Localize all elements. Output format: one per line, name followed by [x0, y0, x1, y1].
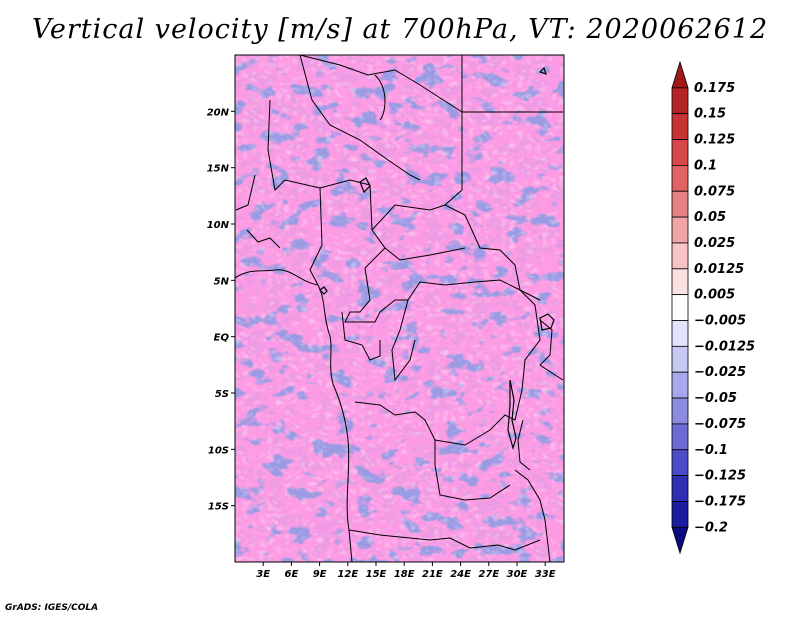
- colorbar-segment: [671, 164, 689, 192]
- x-tick-label: 6E: [285, 569, 299, 580]
- colorbar-segment: [671, 501, 689, 528]
- x-tick-label: 12E: [337, 569, 358, 580]
- colorbar-label: −0.1: [694, 443, 728, 458]
- x-tick-label: 27E: [478, 569, 499, 580]
- colorbar-label: −0.125: [694, 469, 746, 484]
- colorbar-segment: [671, 87, 689, 115]
- colorbar-label: 0.005: [694, 288, 735, 303]
- colorbar-label: 0.0125: [694, 262, 744, 277]
- colorbar-segment: [671, 475, 689, 502]
- colorbar-label: 0.175: [694, 81, 735, 96]
- country-borders: [235, 55, 564, 562]
- colorbar: 0.175 0.15 0.125 0.1 0.075 0.05 0.025 0.0125 0.0…: [671, 60, 755, 555]
- colorbar-segment: [671, 242, 689, 270]
- colorbar-segment: [671, 216, 689, 244]
- y-tick-label: EQ: [214, 333, 230, 344]
- lakes: [319, 66, 555, 451]
- colorbar-segment: [671, 268, 689, 296]
- colorbar-segment: [671, 449, 689, 477]
- colorbar-label: −0.05: [694, 391, 737, 406]
- colorbar-label: 0.075: [694, 184, 735, 199]
- y-tick-label: 15S: [208, 502, 229, 513]
- velocity-field: [235, 55, 564, 562]
- colorbar-segment: [671, 320, 689, 347]
- x-tick-label: 30E: [507, 569, 528, 580]
- colorbar-segment: [671, 294, 689, 321]
- colorbar-label: −0.0125: [694, 339, 755, 354]
- colorbar-label: 0.05: [694, 210, 726, 225]
- colorbar-segment: [671, 60, 689, 89]
- colorbar-label: −0.175: [694, 494, 746, 509]
- y-tick-label: 10S: [208, 445, 229, 456]
- colorbar-label: −0.005: [694, 314, 746, 329]
- y-tick-label: 10N: [207, 220, 230, 231]
- credit-label: GrADS: IGES/COLA: [5, 603, 99, 613]
- y-tick-label: 15N: [207, 164, 230, 175]
- colorbar-segment: [671, 397, 689, 425]
- map-frame: [234, 54, 565, 563]
- x-tick-label: 18E: [394, 569, 415, 580]
- colorbar-label: 0.15: [694, 107, 726, 122]
- x-tick-label: 9E: [313, 569, 327, 580]
- y-tick-label: 20N: [207, 107, 230, 118]
- x-tick-label: 21E: [422, 569, 443, 580]
- colorbar-label: −0.025: [694, 365, 746, 380]
- colorbar-segment: [671, 371, 689, 399]
- colorbar-label: −0.075: [694, 417, 746, 432]
- x-tick-label: 24E: [450, 569, 471, 580]
- colorbar-segment: [671, 423, 689, 451]
- x-tick-label: 33E: [535, 569, 556, 580]
- colorbar-segment: [671, 113, 689, 140]
- colorbar-label: 0.125: [694, 133, 735, 148]
- colorbar-segment: [671, 526, 689, 555]
- colorbar-label: 0.025: [694, 236, 735, 251]
- y-tick-label: 5N: [214, 276, 230, 287]
- x-tick-label: 3E: [256, 569, 270, 580]
- colorbar-label: 0.1: [694, 158, 717, 173]
- x-axis-ticks: 3E 6E 9E 12E 15E 18E 21E 24E 27E 30E 33E: [256, 562, 556, 580]
- y-axis-ticks: 20N 15N 10N 5N EQ 5S 10S 15S: [207, 107, 235, 513]
- colorbar-segment: [671, 139, 689, 166]
- map-title: Vertical velocity [m/s] at 700hPa, VT: 2…: [31, 14, 769, 45]
- x-tick-label: 15E: [366, 569, 387, 580]
- colorbar-segment: [671, 190, 689, 218]
- colorbar-label: −0.2: [694, 520, 728, 535]
- y-tick-label: 5S: [215, 389, 229, 400]
- colorbar-segment: [671, 345, 689, 373]
